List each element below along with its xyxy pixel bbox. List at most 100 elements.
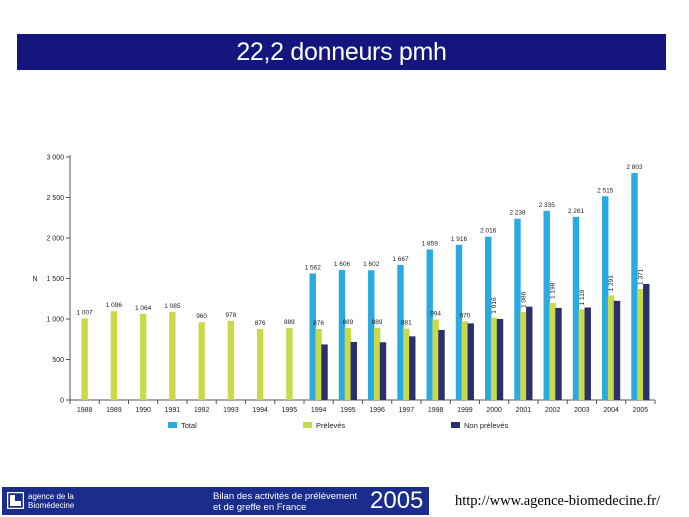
data-label-preleves: 1 119 <box>579 289 586 305</box>
data-label-preleves: 1 016 <box>491 297 498 314</box>
report-year: 2005 <box>370 487 424 514</box>
bar-total <box>338 269 346 400</box>
y-tick-label: 2 000 <box>46 236 64 243</box>
bar-total <box>602 196 609 400</box>
x-tick-label: 1991 <box>165 407 181 414</box>
bar-non-preleves <box>409 336 416 400</box>
data-label-total: 1 667 <box>392 256 409 263</box>
source-url[interactable]: http://www.agence-biomedecine.fr/ <box>455 493 661 509</box>
data-label-total: 2 515 <box>597 187 614 194</box>
bar-non-preleves <box>555 307 562 400</box>
data-label-total: 2 261 <box>568 208 585 215</box>
data-label-total: 1 602 <box>363 261 380 268</box>
slide-title: 22,2 donneurs pmh <box>236 37 447 66</box>
bar-preleves <box>373 327 381 400</box>
x-tick-label: 1996 <box>369 407 385 414</box>
bar-total <box>572 216 580 400</box>
data-label-preleves: 881 <box>401 320 412 327</box>
legend-label: Prélevés <box>316 421 345 430</box>
x-tick-label: 1989 <box>106 407 122 414</box>
data-label-preleves: 1 291 <box>608 275 615 292</box>
data-label-preleves: 960 <box>196 313 207 320</box>
bar-preleves <box>110 311 118 400</box>
x-tick-label: 2000 <box>486 407 502 414</box>
bar-non-preleves <box>584 307 591 400</box>
bar-total <box>631 172 638 400</box>
data-label-total: 1 606 <box>334 261 351 268</box>
bar-non-preleves <box>496 319 504 400</box>
bar-preleves <box>461 321 469 400</box>
x-tick-label: 1994 <box>252 407 268 414</box>
y-tick-label: 1 000 <box>46 317 64 324</box>
x-tick-label: 1990 <box>135 407 151 414</box>
bar-preleves <box>403 328 410 400</box>
x-tick-label: 2003 <box>574 407 590 414</box>
x-tick-label: 1988 <box>77 407 93 414</box>
x-tick-label: 1992 <box>194 407 210 414</box>
bar-preleves <box>227 320 235 400</box>
x-tick-label: 2001 <box>516 407 532 414</box>
bar-total <box>397 264 404 400</box>
data-label-total: 2 335 <box>539 202 556 209</box>
slide-title-bar: 22,2 donneurs pmh <box>17 34 666 70</box>
y-tick-label: 500 <box>52 357 64 364</box>
bar-total <box>514 218 521 400</box>
bar-preleves <box>286 327 293 400</box>
data-label-preleves: 994 <box>430 310 441 317</box>
data-label-preleves: 1 085 <box>164 303 181 310</box>
x-tick-label: 1999 <box>457 407 473 414</box>
bar-preleves <box>432 319 439 400</box>
bar-total <box>426 249 433 400</box>
data-label-total: 2 238 <box>509 210 526 217</box>
bar-preleves <box>81 318 88 400</box>
bar-preleves <box>198 322 205 400</box>
data-label-preleves: 1 064 <box>135 305 152 312</box>
report-subtitle-line-2: et de greffe en France <box>213 502 307 513</box>
bar-preleves <box>344 327 352 400</box>
y-tick-label: 0 <box>60 398 64 405</box>
x-tick-label: 2005 <box>633 407 649 414</box>
logo-line-2: Biomédecine <box>28 501 75 510</box>
x-tick-label: 1994 <box>311 407 327 414</box>
data-label-preleves: 1 086 <box>520 291 527 308</box>
legend-swatch <box>451 422 460 428</box>
data-label-preleves: 978 <box>225 312 236 319</box>
bar-non-preleves <box>321 344 328 400</box>
x-tick-label: 1995 <box>340 407 356 414</box>
bar-non-preleves <box>526 306 533 400</box>
x-tick-label: 1995 <box>282 407 298 414</box>
bar-non-preleves <box>379 342 387 400</box>
bar-preleves <box>315 329 322 400</box>
bar-non-preleves <box>467 323 474 400</box>
data-label-preleves: 876 <box>255 320 266 327</box>
data-label-total: 1 916 <box>451 236 468 243</box>
data-label-preleves: 889 <box>284 319 295 326</box>
bar-non-preleves <box>350 341 357 400</box>
bar-non-preleves <box>643 284 650 400</box>
x-tick-label: 2004 <box>603 407 619 414</box>
legend-label: Non prélevés <box>464 421 508 430</box>
bar-preleves <box>520 312 527 400</box>
footer-banner: agence de la Biomédecine Bilan des activ… <box>2 487 429 515</box>
x-tick-label: 1997 <box>399 407 415 414</box>
data-label-preleves: 889 <box>372 319 383 326</box>
bar-total <box>309 273 316 400</box>
x-tick-label: 1998 <box>428 407 444 414</box>
legend-swatch <box>303 422 312 428</box>
report-subtitle-line-1: Bilan des activités de prélèvement <box>213 491 358 502</box>
bar-preleves <box>637 288 644 400</box>
legend-swatch <box>168 422 177 428</box>
legend-label: Total <box>181 421 197 430</box>
data-label-preleves: 970 <box>459 312 470 319</box>
x-tick-label: 2002 <box>545 407 561 414</box>
report-subtitle: Bilan des activités de prélèvement et de… <box>213 491 373 513</box>
data-label-preleves: 876 <box>313 320 324 327</box>
bar-preleves <box>578 309 586 400</box>
data-label-preleves: 889 <box>342 319 353 326</box>
data-label-total: 1 859 <box>422 240 439 247</box>
logo-line-1: agence de la <box>28 492 74 501</box>
y-tick-label: 3 000 <box>46 155 64 162</box>
bar-total <box>485 236 492 400</box>
bar-preleves <box>169 312 176 400</box>
data-label-total: 2 803 <box>626 164 643 171</box>
